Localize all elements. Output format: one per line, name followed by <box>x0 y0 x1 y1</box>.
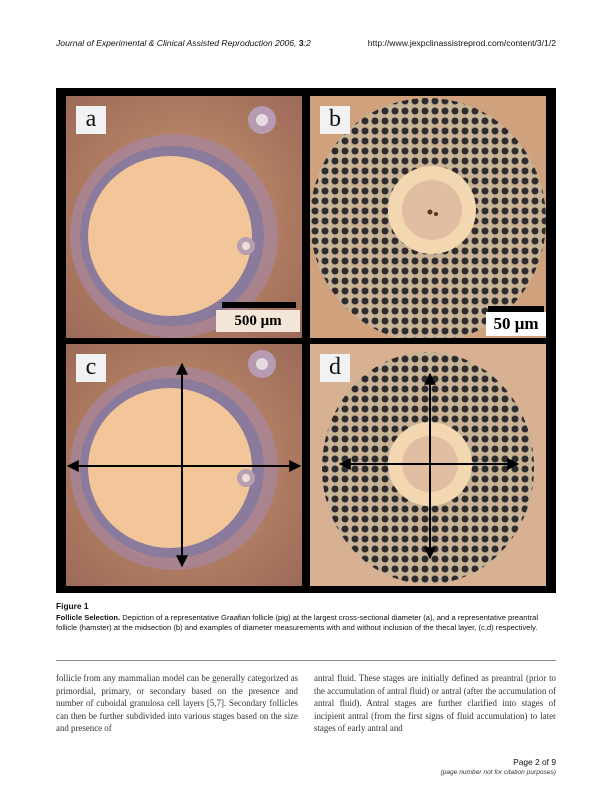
article-url[interactable]: http://www.jexpclinassistreprod.com/cont… <box>368 38 556 48</box>
page-number: Page 2 of 9 <box>513 757 556 767</box>
scale-bar-a <box>222 302 296 308</box>
caption-text: Depiction of a representative Graafian f… <box>56 613 538 632</box>
scale-bar-a-label: 500 μm <box>216 310 300 332</box>
panel-c-image: c <box>66 344 302 586</box>
figure-title: Figure 1 <box>56 601 89 611</box>
caption-title: Follicle Selection. <box>56 613 120 622</box>
panel-d-label: d <box>320 354 350 382</box>
panel-c-label: c <box>76 354 106 382</box>
panel-b-image: b 50 μm <box>310 96 546 338</box>
panel-b-label: b <box>320 106 350 134</box>
panel-d-image: d <box>310 344 546 586</box>
figure-caption: Follicle Selection. Depiction of a repre… <box>56 613 556 633</box>
caption-divider <box>56 660 556 661</box>
body-column-left: follicle from any mammalian model can be… <box>56 672 298 735</box>
panel-a-image: a 500 μm <box>66 96 302 338</box>
panel-a-label: a <box>76 106 106 134</box>
citation-note: (page number not for citation purposes) <box>441 769 556 776</box>
body-column-right: antral fluid. These stages are initially… <box>314 672 556 735</box>
scale-bar-b-label: 50 μm <box>486 312 546 336</box>
journal-citation: Journal of Experimental & Clinical Assis… <box>56 38 311 48</box>
figure-1: a 500 μm b 50 μm <box>56 88 556 593</box>
